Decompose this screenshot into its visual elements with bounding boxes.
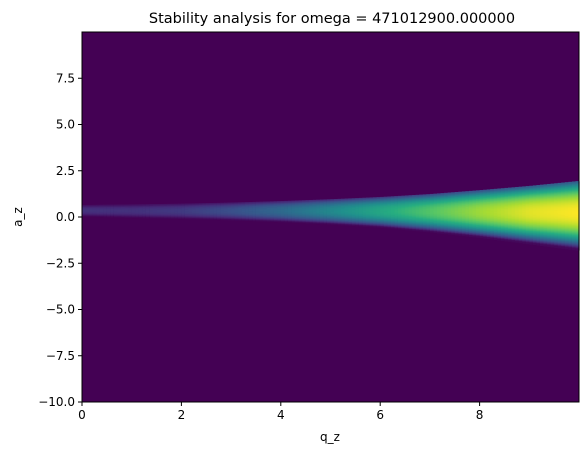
heatmap-cell	[202, 203, 207, 204]
heatmap-cell	[106, 204, 111, 206]
heatmap-cell	[266, 201, 271, 203]
heatmap-cell	[96, 204, 101, 206]
heatmap-cell	[220, 202, 225, 204]
heatmap-cell	[135, 204, 140, 206]
heatmap-cell	[248, 201, 253, 203]
heatmap-cell	[92, 204, 97, 206]
chart-title: Stability analysis for omega = 471012900…	[149, 11, 515, 27]
heatmap-cell	[142, 204, 147, 206]
heatmap-cell	[82, 204, 87, 206]
heatmap-cell	[323, 199, 328, 201]
heatmap-cell	[174, 203, 179, 205]
heatmap-cell	[184, 203, 190, 205]
heatmap-cell	[298, 200, 303, 202]
heatmap-cell	[259, 201, 264, 203]
heatmap-cell	[295, 200, 300, 202]
heatmap-cell	[231, 202, 236, 204]
heatmap-cell	[138, 204, 143, 206]
heatmap-cell	[280, 201, 285, 202]
heatmap-plot-area	[82, 32, 580, 402]
heatmap-cell	[89, 204, 94, 206]
heatmap-cell	[110, 204, 115, 206]
heatmap-cell	[188, 203, 193, 205]
heatmap-cell	[195, 203, 200, 205]
heatmap-cell	[124, 204, 129, 206]
heatmap-cell	[206, 203, 211, 204]
heatmap-cell	[117, 204, 122, 206]
heatmap-cell	[263, 201, 268, 203]
heatmap-cell	[238, 202, 243, 204]
heatmap-cell	[103, 204, 108, 206]
heatmap-cell	[241, 202, 246, 204]
heatmap-cell	[309, 199, 314, 201]
heatmap-cell	[131, 204, 136, 206]
heatmap-cell	[213, 202, 218, 204]
heatmap-cell	[330, 199, 335, 201]
heatmap-cell	[234, 202, 239, 204]
heatmap-cell	[167, 203, 172, 205]
heatmap-cell	[160, 203, 165, 205]
heatmap-cell	[85, 204, 90, 206]
heatmap-cell	[209, 203, 214, 204]
heatmap-cell	[170, 203, 175, 205]
heatmap-cell	[305, 200, 310, 202]
heatmap-cell	[128, 204, 133, 206]
heatmap-cell	[156, 204, 161, 205]
heatmap-cell	[326, 199, 332, 201]
heatmap-cell	[149, 204, 154, 205]
heatmap-cell	[163, 203, 168, 205]
heatmap-cell	[255, 201, 261, 203]
heatmap-cell	[277, 201, 282, 203]
heatmap-cell	[319, 199, 324, 201]
heatmap-cell	[99, 204, 104, 206]
heatmap-cell	[153, 204, 158, 205]
heatmap-cell	[252, 201, 257, 203]
heatmap-cell	[287, 200, 293, 202]
heatmap-cell	[284, 200, 289, 202]
heatmap-cell	[181, 203, 186, 205]
heatmap-cell	[145, 204, 151, 205]
heatmap-cell	[216, 202, 222, 204]
heatmap-cell	[192, 203, 197, 205]
heatmap-cell	[302, 200, 307, 202]
heatmap-cell	[121, 204, 126, 206]
heatmap-cell	[273, 201, 278, 203]
heatmap-cell	[316, 199, 321, 201]
heatmap-cell	[113, 204, 119, 206]
heatmap-cell	[312, 199, 317, 201]
heatmap-cell	[291, 200, 296, 202]
heatmap-cell	[177, 203, 182, 205]
heatmap-cell	[270, 201, 275, 203]
heatmap-cell	[199, 203, 204, 205]
heatmap-cell	[224, 202, 229, 204]
heatmap-cell	[245, 202, 250, 203]
heatmap-cell	[227, 202, 232, 204]
